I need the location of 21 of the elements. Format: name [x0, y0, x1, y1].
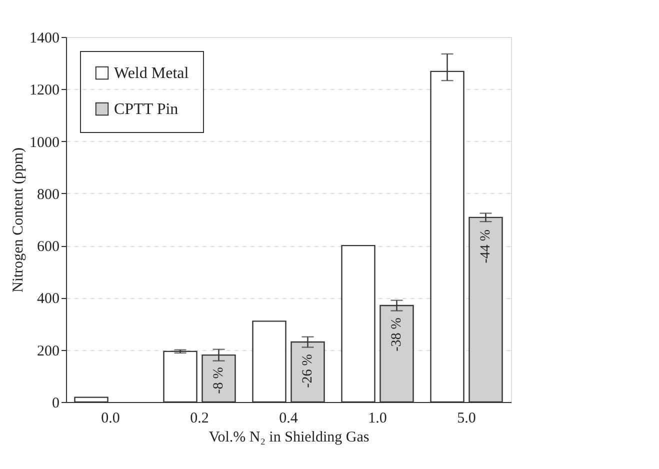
legend-label: CPTT Pin — [114, 101, 178, 118]
annotation: -38 % — [390, 317, 405, 352]
y-axis-title: Nitrogen Content (ppm) — [10, 148, 26, 292]
annotation: -44 % — [478, 229, 494, 264]
x-axis-title: Vol.% N₂ in Shielding Gas — [208, 430, 370, 446]
x-tick-label: 0.0 — [101, 410, 120, 426]
y-tick-label: 0 — [52, 396, 60, 412]
x-tick-label: 5.0 — [457, 410, 476, 426]
y-tick-label: 800 — [37, 186, 60, 203]
annotation: -8 % — [212, 366, 227, 394]
y-tick-label: 1200 — [30, 82, 60, 99]
y-tick-label: 200 — [37, 343, 60, 360]
x-tick-label: 0.4 — [279, 410, 298, 426]
y-tick-label: 600 — [37, 239, 60, 256]
legend-label: Weld Metal — [114, 65, 190, 82]
x-tick-label: 1.0 — [368, 410, 387, 426]
annotation: -26 % — [300, 354, 316, 388]
y-tick-label: 400 — [37, 291, 60, 308]
y-tick-label: 1400 — [30, 30, 60, 46]
y-tick-label: 1000 — [30, 134, 60, 151]
x-tick-label: 0.2 — [190, 410, 209, 426]
